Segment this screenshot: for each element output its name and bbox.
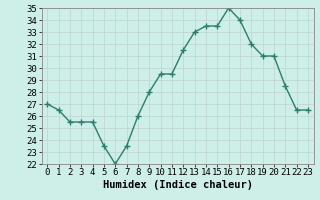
X-axis label: Humidex (Indice chaleur): Humidex (Indice chaleur): [103, 180, 252, 190]
